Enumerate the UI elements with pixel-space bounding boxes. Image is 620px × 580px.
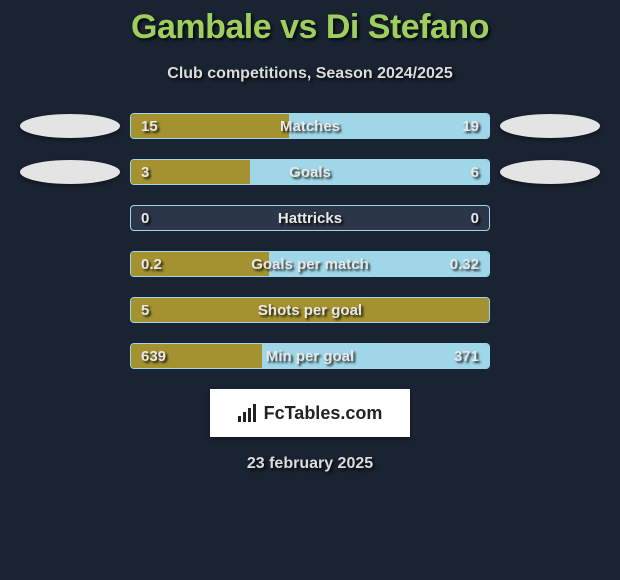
stat-bar: 5Shots per goal — [130, 297, 490, 323]
left-player-cell — [10, 114, 130, 138]
stat-bar: 0.2Goals per match0.32 — [130, 251, 490, 277]
stat-bar: 3Goals6 — [130, 159, 490, 185]
stat-bar-left — [131, 344, 262, 368]
stat-row: 5Shots per goal — [10, 297, 610, 323]
stat-value-left: 0 — [141, 206, 149, 230]
stat-bar-right — [250, 160, 489, 184]
stat-value-right: 0 — [471, 206, 479, 230]
player-avatar-placeholder — [500, 160, 600, 184]
stat-row: 15Matches19 — [10, 113, 610, 139]
stat-bar: 0Hattricks0 — [130, 205, 490, 231]
player-avatar-placeholder — [20, 114, 120, 138]
player-avatar-placeholder — [20, 160, 120, 184]
page-subtitle: Club competitions, Season 2024/2025 — [0, 65, 620, 83]
page-title: Gambale vs Di Stefano — [0, 0, 620, 47]
stat-row: 639Min per goal371 — [10, 343, 610, 369]
stat-bar-left — [131, 298, 489, 322]
brand-logo-text: FcTables.com — [264, 403, 383, 424]
chart-bars-icon — [238, 404, 258, 422]
stat-bar-left — [131, 160, 250, 184]
stat-row: 3Goals6 — [10, 159, 610, 185]
stat-bar-left — [131, 252, 269, 276]
stats-container: 15Matches19 3Goals6 0Hattricks0 0.2Goals pe… — [0, 113, 620, 369]
stat-bar-left — [131, 114, 289, 138]
stat-bar: 15Matches19 — [130, 113, 490, 139]
stat-row: 0.2Goals per match0.32 — [10, 251, 610, 277]
left-player-cell — [10, 160, 130, 184]
stat-bar-right — [269, 252, 489, 276]
stat-bar-right — [289, 114, 489, 138]
right-player-cell — [490, 160, 610, 184]
right-player-cell — [490, 114, 610, 138]
player-avatar-placeholder — [500, 114, 600, 138]
stat-bar: 639Min per goal371 — [130, 343, 490, 369]
stat-row: 0Hattricks0 — [10, 205, 610, 231]
stat-label: Hattricks — [131, 206, 489, 230]
footer-date: 23 february 2025 — [0, 455, 620, 473]
stat-bar-right — [262, 344, 489, 368]
brand-logo: FcTables.com — [210, 389, 410, 437]
